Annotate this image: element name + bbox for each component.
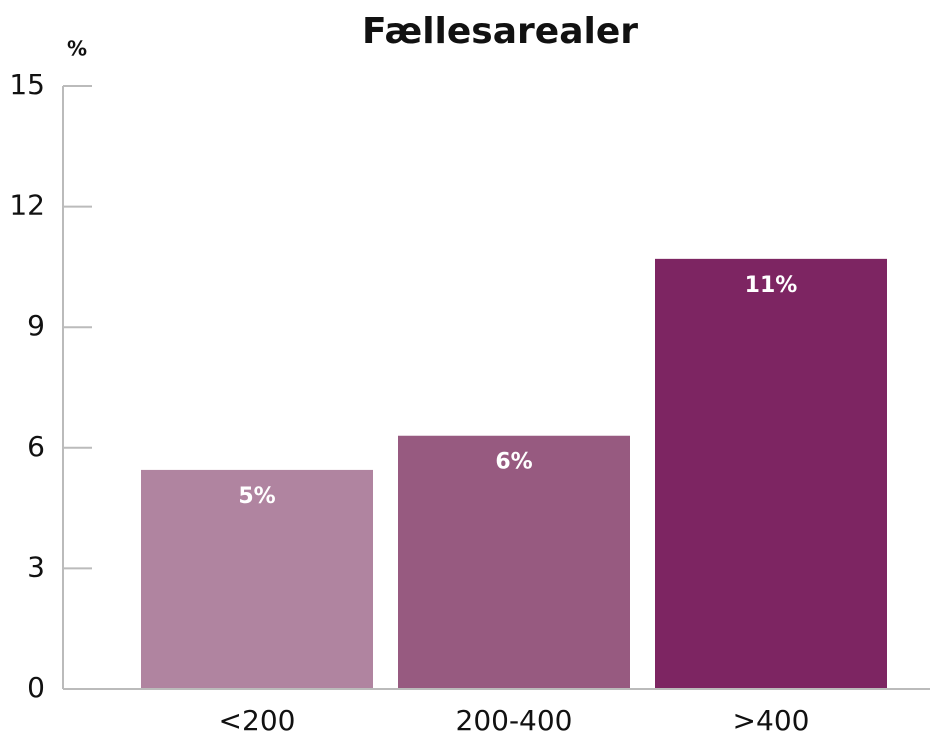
x-tick-label: 200-400 — [456, 704, 573, 737]
value-label: 11% — [745, 273, 798, 298]
y-tick-label: 15 — [9, 68, 45, 101]
y-tick-label: 9 — [27, 309, 45, 342]
x-tick-label: >400 — [733, 704, 810, 737]
y-tick-label: 0 — [27, 671, 45, 704]
y-tick-label: 3 — [27, 550, 45, 583]
y-tick-label: 12 — [9, 189, 45, 222]
bar — [141, 469, 373, 689]
y-tick-label: 6 — [27, 430, 45, 463]
bar — [398, 435, 630, 689]
bar — [655, 258, 887, 689]
value-label: 6% — [495, 450, 532, 475]
chart-title: Fællesarealer — [362, 11, 638, 52]
y-axis-label: % — [67, 37, 87, 61]
value-label: 5% — [238, 484, 275, 509]
x-tick-label: <200 — [219, 704, 296, 737]
